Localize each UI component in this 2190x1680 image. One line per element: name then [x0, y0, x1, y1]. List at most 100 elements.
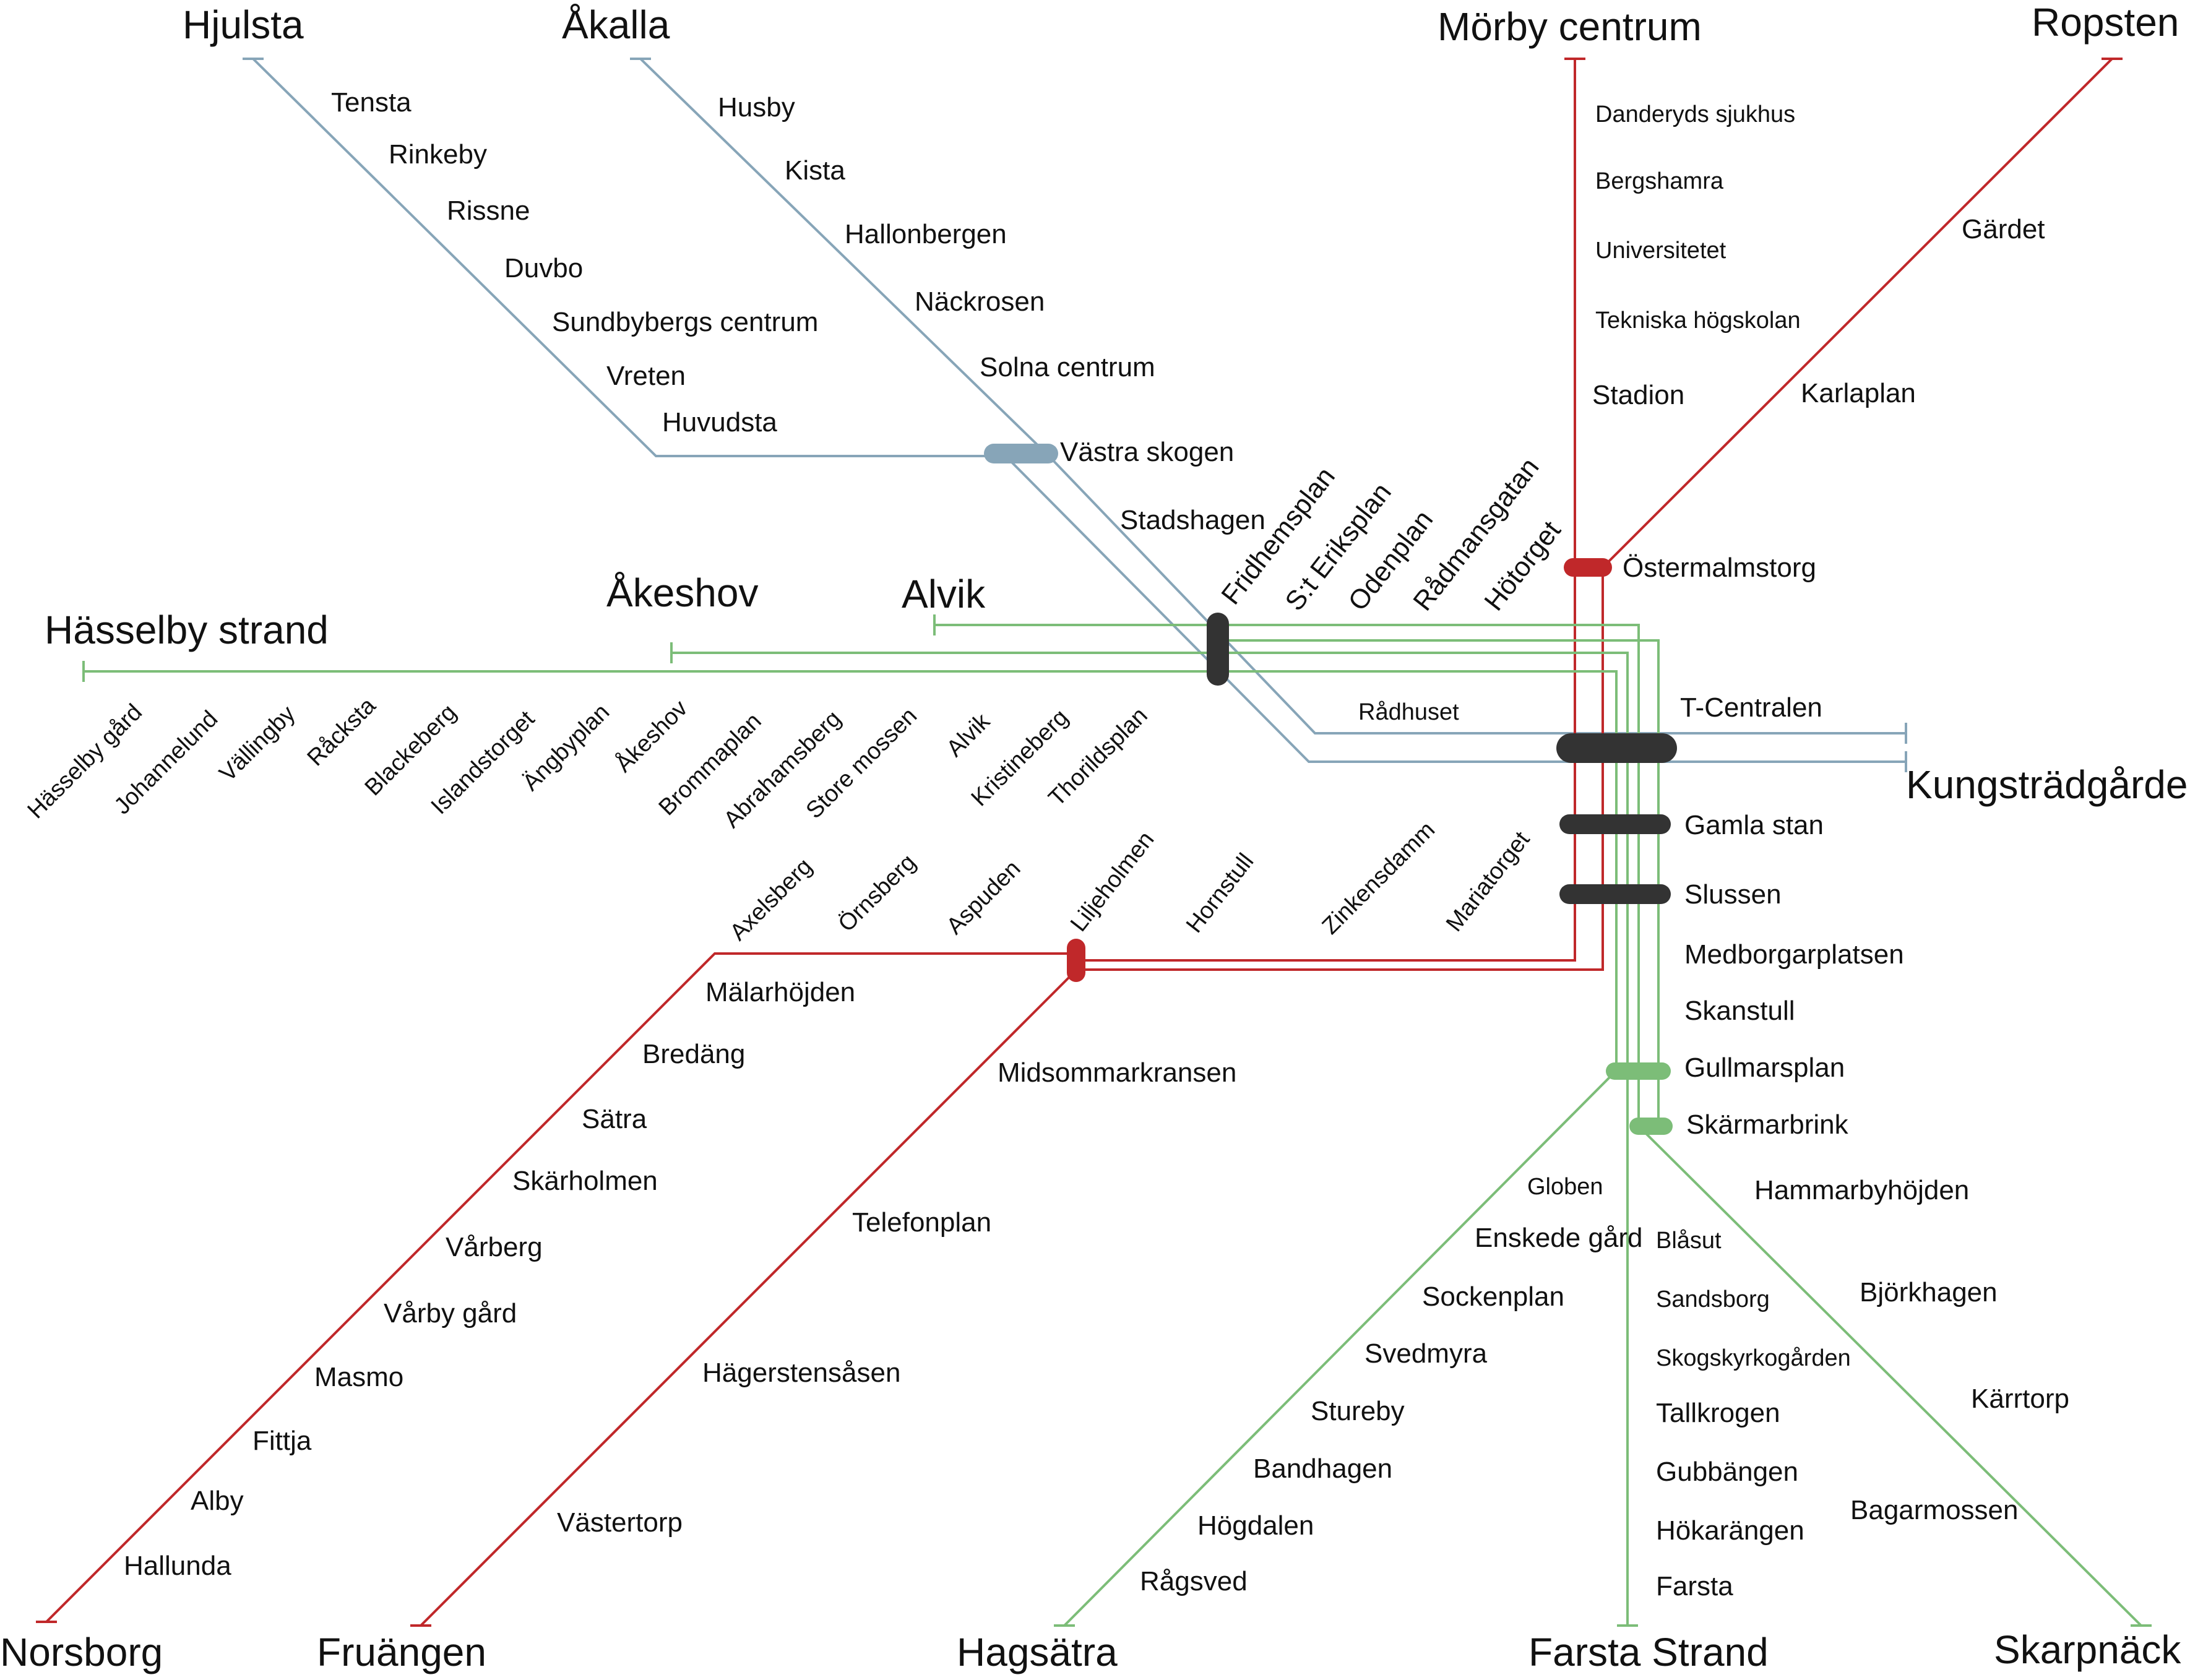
station-labels-red-north: Danderyds sjukhus Bergshamra Universitet… — [1592, 101, 2045, 583]
station-hammarbyhojden[interactable]: Hammarbyhöjden — [1754, 1175, 1969, 1205]
terminus-alvik[interactable]: Alvik — [902, 572, 986, 616]
terminus-hjulsta[interactable]: Hjulsta — [183, 2, 304, 47]
station-huvudsta[interactable]: Huvudsta — [662, 407, 777, 437]
terminus-fruangen[interactable]: Fruängen — [317, 1630, 486, 1674]
station-ragsved[interactable]: Rågsved — [1140, 1566, 1248, 1596]
station-vastertorp[interactable]: Västertorp — [557, 1507, 683, 1538]
terminus-akeshov[interactable]: Åkeshov — [606, 571, 758, 615]
vastra-skogen-marker[interactable] — [984, 444, 1058, 463]
station-sundbyberg[interactable]: Sundbybergs centrum — [552, 307, 818, 337]
station-rinkeby[interactable]: Rinkeby — [389, 139, 487, 170]
terminus-kungstradgarden[interactable]: Kungsträdgården — [1906, 762, 2190, 807]
station-aspuden[interactable]: Aspuden — [942, 856, 1026, 940]
terminus-morby[interactable]: Mörby centrum — [1438, 4, 1702, 49]
station-stadion[interactable]: Stadion — [1592, 380, 1684, 410]
station-slussen[interactable]: Slussen — [1684, 879, 1782, 910]
liljeholmen-marker[interactable] — [1067, 939, 1085, 982]
station-sandsborg[interactable]: Sandsborg — [1656, 1286, 1770, 1312]
station-kista[interactable]: Kista — [785, 155, 845, 186]
station-bjorkhagen[interactable]: Björkhagen — [1860, 1277, 1998, 1307]
station-skarholmen[interactable]: Skärholmen — [512, 1166, 658, 1196]
station-alvik[interactable]: Alvik — [942, 708, 996, 762]
gamla-stan-marker[interactable] — [1559, 814, 1671, 834]
station-hogdalen[interactable]: Högdalen — [1197, 1510, 1314, 1541]
station-danderyd[interactable]: Danderyds sjukhus — [1595, 101, 1795, 127]
station-labels-central: Rådhuset T-Centralen Gamla stan Slussen … — [1358, 692, 1904, 1140]
station-varberg[interactable]: Vårberg — [446, 1232, 543, 1262]
ostermalmstorg-marker[interactable] — [1564, 558, 1612, 577]
station-mariatorget[interactable]: Mariatorget — [1441, 827, 1535, 937]
station-universitetet[interactable]: Universitetet — [1595, 238, 1727, 264]
station-hornstull[interactable]: Hornstull — [1181, 849, 1259, 938]
terminus-farsta-strand[interactable]: Farsta Strand — [1528, 1630, 1769, 1674]
terminus-skarpnack[interactable]: Skarpnäck — [1994, 1627, 2181, 1672]
station-solna-centrum[interactable]: Solna centrum — [980, 352, 1155, 382]
station-tensta[interactable]: Tensta — [331, 87, 412, 118]
station-tallkrogen[interactable]: Tallkrogen — [1656, 1398, 1780, 1428]
station-vallingby[interactable]: Vällingby — [215, 701, 301, 787]
terminus-ropsten[interactable]: Ropsten — [2032, 0, 2179, 45]
terminus-akalla[interactable]: Åkalla — [562, 2, 670, 47]
station-akeshov[interactable]: Åkeshov — [610, 694, 692, 777]
station-blasut[interactable]: Blåsut — [1656, 1228, 1722, 1254]
station-fittja[interactable]: Fittja — [252, 1426, 312, 1456]
station-gamla-stan[interactable]: Gamla stan — [1684, 810, 1824, 840]
station-ostermalmstorg[interactable]: Östermalmstorg — [1623, 553, 1816, 583]
station-racksta[interactable]: Råcksta — [303, 692, 381, 771]
station-skarmarbrink[interactable]: Skärmarbrink — [1686, 1109, 1849, 1140]
station-duvbo[interactable]: Duvbo — [504, 253, 583, 283]
station-vastra-skogen[interactable]: Västra skogen — [1060, 437, 1234, 467]
station-globen[interactable]: Globen — [1527, 1174, 1603, 1200]
blue-line-hjulsta-branch — [252, 58, 1006, 457]
fridhemsplan-marker[interactable] — [1207, 613, 1229, 686]
station-farsta[interactable]: Farsta — [1656, 1571, 1733, 1601]
station-telefonplan[interactable]: Telefonplan — [852, 1207, 991, 1238]
station-stadshagen[interactable]: Stadshagen — [1120, 505, 1265, 535]
station-axelsberg[interactable]: Axelsberg — [725, 853, 817, 946]
station-varby-gard[interactable]: Vårby gård — [384, 1298, 517, 1329]
station-rissne[interactable]: Rissne — [447, 196, 530, 226]
station-midsommarkransen[interactable]: Midsommarkransen — [998, 1058, 1236, 1088]
terminus-hasselby-strand[interactable]: Hässelby strand — [45, 608, 329, 652]
station-angbyplan[interactable]: Ängbyplan — [518, 699, 615, 796]
station-karrtorp[interactable]: Kärrtorp — [1971, 1384, 2069, 1414]
skarmarbrink-marker[interactable] — [1629, 1118, 1673, 1135]
station-vreten[interactable]: Vreten — [606, 361, 686, 391]
station-bagarmossen[interactable]: Bagarmossen — [1850, 1495, 2018, 1525]
station-svedmyra[interactable]: Svedmyra — [1364, 1338, 1488, 1369]
station-hallunda[interactable]: Hallunda — [124, 1551, 231, 1581]
station-radhuset[interactable]: Rådhuset — [1358, 699, 1459, 725]
station-tekniska[interactable]: Tekniska högskolan — [1595, 308, 1801, 334]
station-gullmarsplan[interactable]: Gullmarsplan — [1684, 1053, 1845, 1083]
gullmarsplan-marker[interactable] — [1606, 1062, 1671, 1080]
station-masmo[interactable]: Masmo — [314, 1362, 403, 1392]
station-stureby[interactable]: Stureby — [1311, 1396, 1405, 1426]
station-malarhojden[interactable]: Mälarhöjden — [705, 977, 855, 1007]
station-husby[interactable]: Husby — [718, 92, 795, 123]
station-ornsberg[interactable]: Örnsberg — [834, 850, 921, 937]
station-liljeholmen[interactable]: Liljeholmen — [1066, 827, 1159, 936]
station-skogskyrkogarden[interactable]: Skogskyrkogården — [1656, 1345, 1851, 1371]
t-centralen-marker[interactable] — [1556, 733, 1677, 763]
station-bandhagen[interactable]: Bandhagen — [1253, 1454, 1392, 1484]
station-t-centralen[interactable]: T-Centralen — [1680, 692, 1822, 723]
station-karlaplan[interactable]: Karlaplan — [1801, 378, 1916, 408]
station-hagerstensasen[interactable]: Hägerstensåsen — [702, 1358, 900, 1388]
station-skanstull[interactable]: Skanstull — [1684, 996, 1795, 1026]
station-bergshamra[interactable]: Bergshamra — [1595, 168, 1724, 194]
station-hallonbergen[interactable]: Hallonbergen — [845, 219, 1007, 249]
station-zinkensdamm[interactable]: Zinkensdamm — [1317, 817, 1440, 939]
station-bredang[interactable]: Bredäng — [642, 1039, 745, 1069]
slussen-marker[interactable] — [1559, 884, 1671, 904]
station-gardet[interactable]: Gärdet — [1962, 214, 2045, 244]
station-enskede-gard[interactable]: Enskede gård — [1475, 1223, 1643, 1253]
station-gubbangen[interactable]: Gubbängen — [1656, 1457, 1798, 1487]
station-sockenplan[interactable]: Sockenplan — [1422, 1282, 1564, 1312]
terminus-norsborg[interactable]: Norsborg — [0, 1630, 163, 1674]
terminus-hagsatra[interactable]: Hagsätra — [957, 1630, 1118, 1674]
station-alby[interactable]: Alby — [191, 1486, 244, 1516]
station-medborgarplatsen[interactable]: Medborgarplatsen — [1684, 939, 1904, 970]
station-satra[interactable]: Sätra — [582, 1104, 647, 1134]
station-hokarangen[interactable]: Hökarängen — [1656, 1515, 1804, 1546]
station-nackrosen[interactable]: Näckrosen — [915, 286, 1045, 317]
